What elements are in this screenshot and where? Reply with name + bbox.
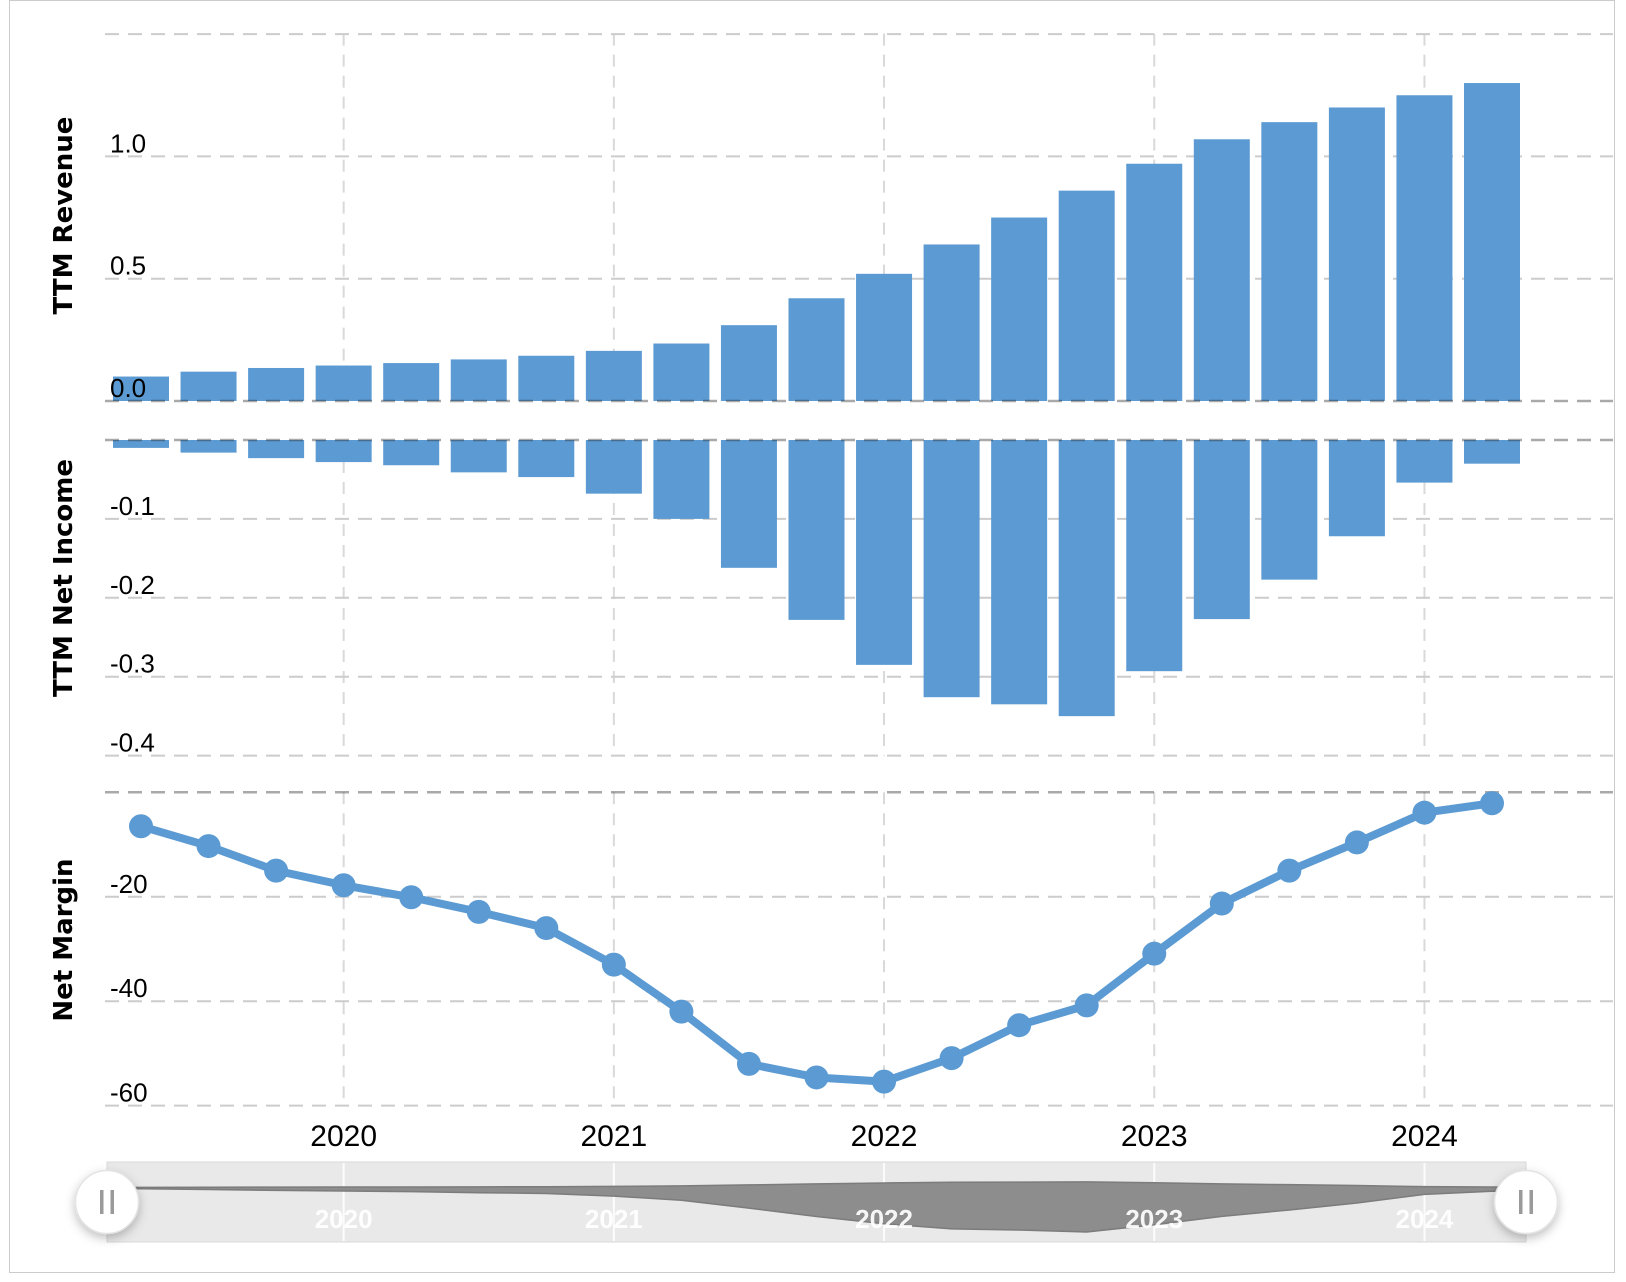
x-axis-year-label: 2022 [851,1120,918,1153]
x-axis-year-label: 2024 [1391,1120,1458,1153]
slider-year-label: 2023 [1125,1204,1183,1234]
revenue-bar[interactable] [720,325,777,401]
net-income-bar[interactable] [856,440,913,665]
net-income-axis-title: TTM Net Income [49,459,79,697]
slider-year-label: 2022 [855,1204,913,1234]
net-income-bar[interactable] [1396,440,1453,483]
net-income-bar[interactable] [1328,440,1385,537]
revenue-bar[interactable] [383,363,440,401]
net-margin-point[interactable] [939,1046,964,1071]
revenue-bar[interactable] [653,343,710,401]
revenue-bar[interactable] [180,371,237,401]
net-margin-point[interactable] [601,952,626,977]
net-margin-ytick-label: -60 [110,1078,148,1108]
net-income-bar[interactable] [1261,440,1318,580]
revenue-bar[interactable] [248,367,305,401]
net-income-bar[interactable] [315,440,372,463]
revenue-bar[interactable] [1261,122,1318,401]
net-margin-point[interactable] [1209,891,1234,916]
revenue-bar[interactable] [450,359,507,401]
net-margin-point[interactable] [466,899,491,924]
revenue-bar[interactable] [923,244,980,401]
net-income-bar[interactable] [653,440,710,519]
revenue-bar[interactable] [1126,163,1183,401]
net-margin-point[interactable] [1007,1013,1032,1038]
revenue-bar[interactable] [856,273,913,401]
net-margin-axis-title: Net Margin [49,858,79,1021]
x-axis-year-label: 2021 [580,1120,647,1153]
net-margin-point[interactable] [872,1069,897,1094]
revenue-axis-title: TTM Revenue [49,117,79,315]
net-income-ytick-label: -0.4 [110,728,155,758]
net-income-bar[interactable] [788,440,845,620]
slider-right-handle[interactable] [1493,1169,1559,1235]
net-income-bar[interactable] [180,440,237,453]
net-margin-point[interactable] [1344,830,1369,855]
net-income-bar[interactable] [585,440,642,494]
slider-year-label: 2021 [585,1204,643,1234]
slider-year-label: 2020 [315,1204,373,1234]
net-income-bar[interactable] [518,440,575,478]
net-income-bar[interactable] [248,440,305,459]
net-margin-point[interactable] [1480,791,1504,816]
slider-year-label: 2024 [1396,1204,1454,1234]
revenue-ytick-label: 1.0 [110,128,146,158]
net-income-bar[interactable] [1193,440,1250,620]
slider-right-handle-circle[interactable] [1493,1169,1559,1235]
net-income-ytick-label: -0.1 [110,491,155,521]
net-margin-point[interactable] [1277,858,1302,883]
revenue-bar[interactable] [1058,190,1115,401]
net-income-ytick-label: -0.3 [110,649,155,679]
revenue-bar[interactable] [518,355,575,401]
net-margin-point[interactable] [129,814,153,839]
slider-silhouette [107,1181,1526,1233]
net-margin-ytick-label: -20 [110,869,148,899]
net-margin-point[interactable] [736,1051,761,1076]
revenue-bar[interactable] [1464,83,1520,402]
net-income-bar[interactable] [991,440,1048,705]
revenue-bar[interactable] [315,365,372,401]
drag-grip-icon [100,1190,114,1214]
net-income-bar[interactable] [923,440,980,698]
net-income-bar[interactable] [1058,440,1115,717]
x-axis-year-label: 2020 [310,1120,377,1153]
net-income-bar[interactable] [113,440,169,448]
revenue-bar[interactable] [1396,95,1453,401]
revenue-bar[interactable] [1193,139,1250,401]
revenue-bar[interactable] [788,298,845,401]
net-margin-point[interactable] [669,999,694,1024]
revenue-bar[interactable] [585,350,642,401]
net-margin-point[interactable] [264,858,289,883]
net-margin-point[interactable] [1142,941,1167,966]
net-margin-point[interactable] [1412,800,1437,825]
net-margin-ytick-label: -40 [110,973,148,1003]
drag-grip-icon [1519,1190,1533,1214]
revenue-ytick-label: 0.0 [110,373,146,403]
net-margin-point[interactable] [196,834,221,859]
net-income-bar[interactable] [1464,440,1520,464]
net-income-bar[interactable] [1126,440,1183,672]
net-margin-point[interactable] [399,885,424,910]
net-income-bar[interactable] [450,440,507,473]
net-margin-point[interactable] [1074,993,1099,1018]
net-income-bar[interactable] [383,440,440,466]
revenue-bar[interactable] [991,217,1048,401]
net-margin-point[interactable] [804,1065,829,1090]
range-slider: 2020 2021 2022 2023 2024 [74,1161,1559,1243]
slider-left-handle-circle[interactable] [74,1169,140,1235]
revenue-ytick-label: 0.5 [110,251,146,281]
net-income-ytick-label: -0.2 [110,570,155,600]
net-margin-point[interactable] [331,873,356,898]
net-income-bar[interactable] [720,440,777,568]
net-margin-point[interactable] [534,916,559,941]
revenue-bar[interactable] [1328,107,1385,401]
x-axis-year-label: 2023 [1121,1120,1188,1153]
slider-left-handle[interactable] [74,1169,140,1235]
revenue-bar[interactable] [113,376,169,401]
